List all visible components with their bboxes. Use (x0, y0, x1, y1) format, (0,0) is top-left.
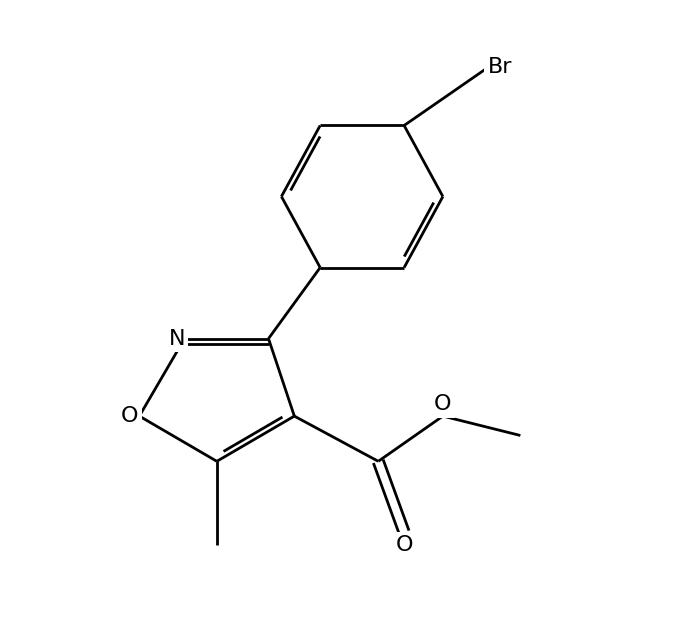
Text: N: N (169, 329, 185, 349)
Text: O: O (395, 535, 413, 556)
Text: Br: Br (487, 58, 512, 77)
Text: O: O (121, 406, 138, 426)
Text: O: O (434, 394, 452, 415)
